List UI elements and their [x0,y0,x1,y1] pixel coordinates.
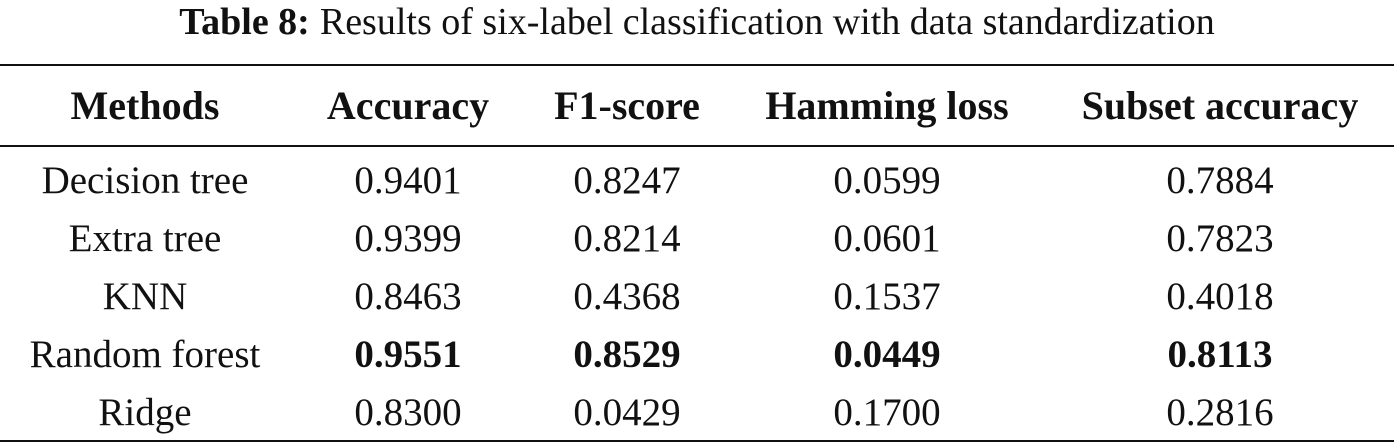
table-header-row: Methods Accuracy F1-score Hamming loss S… [0,66,1394,145]
hamming-loss-value: 0.1537 [833,274,941,318]
f1-score-value: 0.8214 [573,216,681,260]
method-name: KNN [102,274,188,318]
hamming-loss-value: 0.0601 [833,216,941,260]
subset-accuracy-value: 0.7823 [1166,216,1274,260]
column-header-hamming-loss: Hamming loss [765,83,1009,128]
table-row: KNN 0.8463 0.4368 0.1537 0.4018 [0,267,1394,325]
method-name: Extra tree [68,216,222,260]
accuracy-value: 0.8300 [354,390,462,434]
table-caption-label: Table 8: [179,1,310,43]
subset-accuracy-value: 0.7884 [1166,158,1274,202]
column-header-f1-score: F1-score [554,83,700,128]
table-bottom-rule [0,440,1394,442]
column-header-methods: Methods [70,83,220,128]
table-row: Extra tree 0.9399 0.8214 0.0601 0.7823 [0,209,1394,267]
method-name: Decision tree [41,158,249,202]
table-header-rule [0,145,1394,147]
table-caption-text: Results of six-label classification with… [319,1,1215,43]
f1-score-value: 0.8529 [573,332,681,376]
column-header-accuracy: Accuracy [326,83,490,128]
method-name: Random forest [29,332,261,376]
hamming-loss-value: 0.0599 [833,158,941,202]
accuracy-value: 0.9401 [354,158,462,202]
table-top-rule [0,64,1394,66]
table-row: Decision tree 0.9401 0.8247 0.0599 0.788… [0,145,1394,209]
f1-score-value: 0.8247 [573,158,681,202]
table-row: Random forest 0.9551 0.8529 0.0449 0.811… [0,325,1394,383]
accuracy-value: 0.9399 [354,216,462,260]
hamming-loss-value: 0.1700 [833,390,941,434]
table-caption: Table 8: Results of six-label classificat… [0,0,1394,44]
results-table: Methods Accuracy F1-score Hamming loss S… [0,66,1394,441]
accuracy-value: 0.9551 [354,332,462,376]
subset-accuracy-value: 0.2816 [1166,390,1274,434]
subset-accuracy-value: 0.4018 [1166,274,1274,318]
subset-accuracy-value: 0.8113 [1167,332,1273,376]
f1-score-value: 0.4368 [573,274,681,318]
table-row: Ridge 0.8300 0.0429 0.1700 0.2816 [0,383,1394,441]
accuracy-value: 0.8463 [354,274,462,318]
f1-score-value: 0.0429 [573,390,681,434]
column-header-subset-accuracy: Subset accuracy [1081,83,1359,128]
method-name: Ridge [98,390,192,434]
hamming-loss-value: 0.0449 [833,332,941,376]
